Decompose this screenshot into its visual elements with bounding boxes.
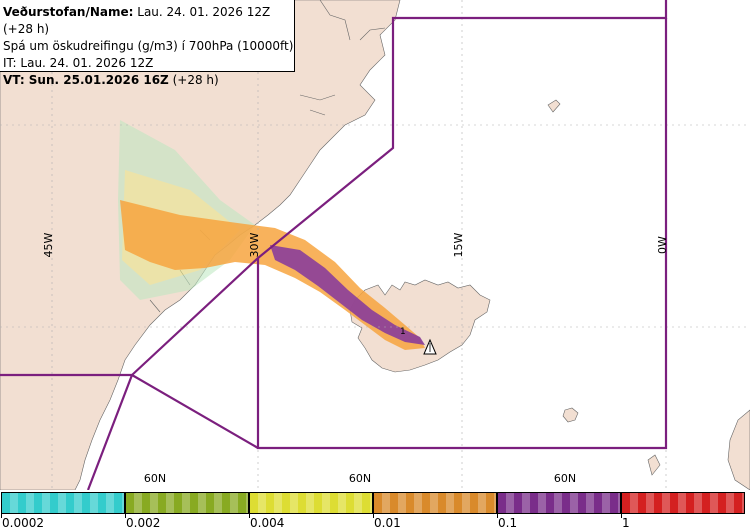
- forecast-info-box: Veðurstofan/Name: Lau. 24. 01. 2026 12Z …: [0, 0, 295, 87]
- lon-label-0w: 0W: [656, 236, 669, 254]
- legend-tick-label: 0.01: [374, 516, 401, 530]
- legend-swatch-5: [621, 492, 745, 514]
- jan-mayen: [547, 99, 561, 113]
- shetland: [647, 454, 661, 476]
- volcano-label: 1: [400, 327, 406, 337]
- legend-tick: [1, 512, 2, 518]
- issue-time: Lau. 24. 01. 2026 12Z (+28 h): [3, 5, 271, 36]
- fir-boundary: [0, 0, 668, 490]
- concentration-legend: 0.0002 0.002 0.004 0.01 0.1 1: [0, 490, 750, 532]
- info-line-4: VT: Sun. 25.01.2026 16Z (+28 h): [3, 72, 294, 89]
- ash-plume-orange: [120, 200, 425, 350]
- legend-tick-label: 0.004: [250, 516, 285, 530]
- lat-label-60n-a: 60N: [144, 472, 166, 485]
- faroe-islands: [562, 407, 579, 423]
- lon-label-30w: 30W: [248, 232, 261, 257]
- legend-tick: [621, 512, 622, 518]
- legend-swatch-2: [249, 492, 373, 514]
- info-line-2: Spá um öskudreifingu (g/m3) í 700hPa (10…: [3, 39, 294, 53]
- forecast-map[interactable]: 45W 30W 15W 0W 60N 60N 60N 1: [0, 0, 750, 490]
- legend-tick: [125, 512, 126, 518]
- legend-tick-label: 0.0002: [2, 516, 44, 530]
- legend-tick: [373, 512, 374, 518]
- legend-tick: [249, 512, 250, 518]
- issuer-label: Veðurstofan/Name:: [3, 5, 134, 19]
- legend-swatch-3: [373, 492, 497, 514]
- lat-label-60n-c: 60N: [554, 472, 576, 485]
- valid-time: VT: Sun. 25.01.2026 16Z: [3, 73, 169, 87]
- legend-tick-label: 1: [622, 516, 630, 530]
- legend-tick-label: 0.002: [126, 516, 161, 530]
- lat-label-60n-b: 60N: [349, 472, 371, 485]
- legend-tick: [497, 512, 498, 518]
- info-line-3: IT: Lau. 24. 01. 2026 12Z: [3, 56, 154, 70]
- info-line-1: Veðurstofan/Name: Lau. 24. 01. 2026 12Z …: [3, 4, 294, 38]
- legend-swatch-0: [1, 492, 125, 514]
- iceland-land: [349, 279, 491, 373]
- volcano-icon[interactable]: [423, 338, 437, 355]
- ash-plume-purple: [270, 245, 425, 345]
- norway-coast: [727, 409, 750, 490]
- valid-time-offset: (+28 h): [172, 73, 219, 87]
- lon-label-15w: 15W: [452, 232, 465, 257]
- legend-tick-label: 0.1: [498, 516, 518, 530]
- legend-swatch-4: [497, 492, 621, 514]
- lon-label-45w: 45W: [42, 232, 55, 257]
- legend-swatch-1: [125, 492, 249, 514]
